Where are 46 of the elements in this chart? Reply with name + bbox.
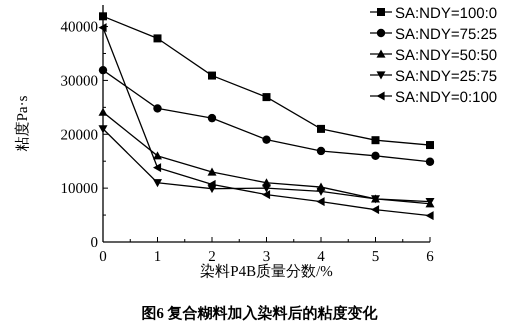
point [208,180,216,189]
x-axis-title: 染料P4B质量分数/% [200,263,333,280]
caption: 图6 复合糊料加入染料后的粘度变化 [141,304,379,322]
y-tick-label: 20000 [60,127,98,144]
point [262,93,270,102]
point [316,146,326,156]
point [153,151,162,160]
legend-label: SA:NDY=100:0 [395,5,498,22]
point [317,124,325,133]
legend-label: SA:NDY=75:25 [395,26,498,43]
x-tick-label: 1 [154,249,162,265]
point [316,188,326,196]
point [98,108,108,116]
point [262,184,271,193]
point [371,152,380,160]
point [153,179,162,188]
point [316,197,325,206]
y-tick-label: 10000 [60,181,98,198]
point [262,135,271,144]
legend-label: SA:NDY=25:75 [395,68,498,85]
point [208,72,216,80]
y-tick-label: 30000 [60,73,98,90]
point [153,163,162,172]
point [98,125,108,134]
x-tick-label: 4 [317,249,326,265]
point [426,141,434,150]
point [153,104,162,113]
point [98,66,108,74]
point [371,205,380,214]
point [426,158,434,166]
point [154,34,162,42]
point [372,136,380,144]
y-tick-label: 40000 [60,20,98,36]
legend-label: SA:NDY=0:100 [395,89,498,106]
x-tick-label: 6 [426,249,434,265]
point [208,114,216,122]
legend-label: SA:NDY=50:50 [395,47,498,64]
y-tick-label: 0 [90,235,98,251]
x-tick-label: 5 [372,249,380,265]
point [99,12,107,20]
x-tick-label: 2 [208,249,216,265]
point [426,211,434,220]
x-tick-label: 3 [262,249,270,265]
y-axis-title: 粘度Pa·s [14,95,31,152]
point [208,167,216,176]
point [262,190,270,200]
